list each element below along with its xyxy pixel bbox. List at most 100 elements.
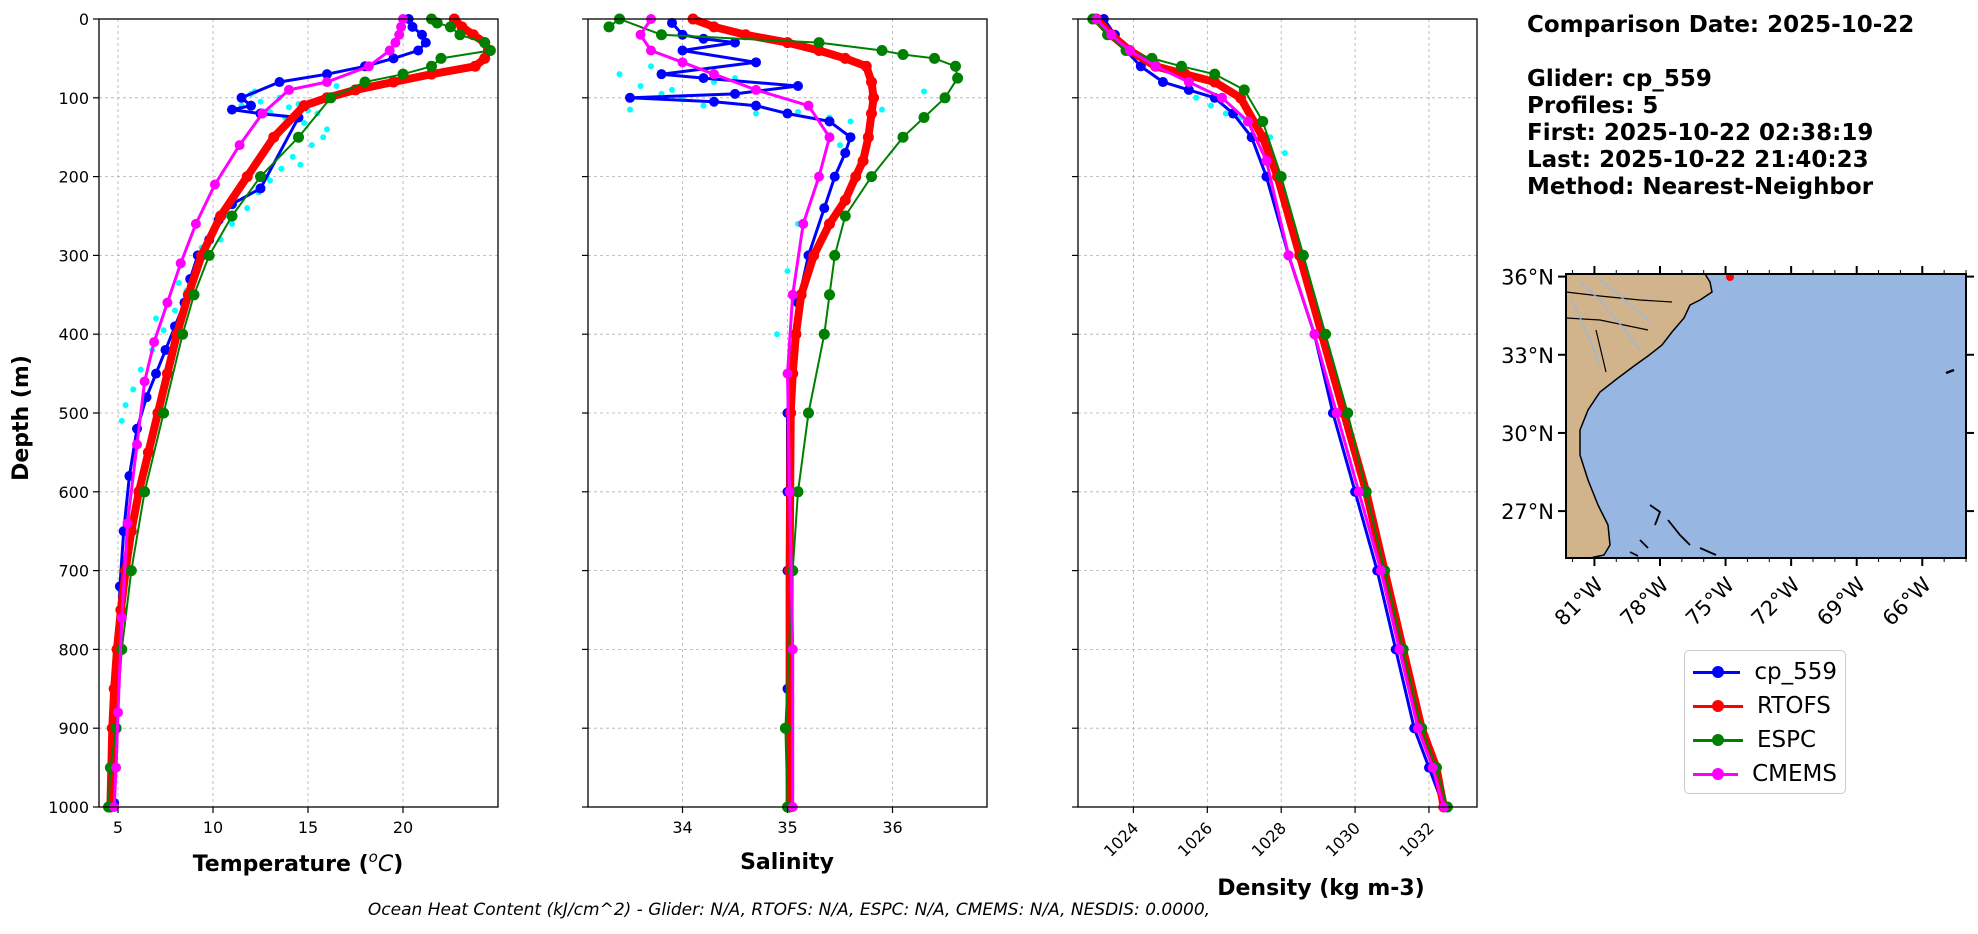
data-point-rtofs <box>108 683 120 695</box>
y-tick-label: 1000 <box>48 798 89 817</box>
data-point-cmems <box>149 337 160 348</box>
y-tick-label: 900 <box>58 719 89 738</box>
x-tick-label: 15 <box>298 818 318 837</box>
map-lon-label: 78°W <box>1616 572 1674 630</box>
y-tick-label: 600 <box>58 483 89 502</box>
scatter-point-glider-raw <box>616 71 623 78</box>
legend-label: CMEMS <box>1752 761 1837 787</box>
data-point-cp_559 <box>151 368 161 379</box>
map-lon-label: 75°W <box>1681 572 1739 630</box>
data-point-rtofs <box>142 446 154 458</box>
data-point-cmems <box>814 171 824 182</box>
comparison-info-panel: Comparison Date: 2025-10-22 Glider: cp_5… <box>1527 12 1914 201</box>
data-point-cmems <box>1124 45 1135 56</box>
x-tick-label: 1028 <box>1248 818 1290 860</box>
data-point-cmems <box>116 612 127 623</box>
x-tick-label: 1026 <box>1174 818 1216 860</box>
data-point-cmems <box>175 258 186 269</box>
map-lat-label: 30°N <box>1501 422 1554 446</box>
data-point-cmems <box>787 644 798 655</box>
data-point-cp_559 <box>667 17 677 28</box>
scatter-point-glider-raw <box>267 177 273 184</box>
legend-label: RTOFS <box>1757 693 1831 719</box>
data-point-rtofs <box>860 60 872 72</box>
data-point-cmems <box>1261 155 1272 166</box>
data-point-rtofs <box>782 37 793 49</box>
data-point-rtofs <box>740 29 751 41</box>
data-point-cmems <box>1353 486 1364 497</box>
data-point-cp_559 <box>698 73 709 84</box>
legend-item-cmems: CMEMS <box>1693 757 1837 791</box>
data-point-cmems <box>132 439 142 450</box>
y-tick-label: 300 <box>58 246 89 265</box>
scatter-point-glider-raw <box>921 88 927 95</box>
data-point-cp_559 <box>782 108 793 119</box>
data-point-espc <box>431 17 443 29</box>
data-point-espc <box>445 21 456 33</box>
data-point-rtofs <box>857 155 869 167</box>
data-point-espc <box>818 328 830 340</box>
map-land-southeast-us <box>1565 273 1713 559</box>
scatter-point-glider-raw <box>627 106 633 113</box>
data-point-cp_559 <box>751 100 761 111</box>
data-point-espc <box>1257 115 1269 127</box>
data-point-cmems <box>635 29 646 40</box>
scatter-point-glider-raw <box>795 108 801 115</box>
legend-item-cp559: cp_559 <box>1693 655 1837 689</box>
data-point-rtofs <box>790 328 802 340</box>
data-point-cp_559 <box>751 57 761 68</box>
scatter-point-glider-raw <box>879 106 885 113</box>
data-point-cp_559 <box>1157 77 1168 88</box>
data-point-cmems <box>1375 565 1386 576</box>
data-point-espc <box>397 68 409 80</box>
data-point-cp_559 <box>1135 61 1146 72</box>
data-point-espc <box>897 48 909 60</box>
legend: cp_559 RTOFS ESPC CMEMS <box>1684 650 1846 794</box>
scatter-point-glider-raw <box>130 386 137 393</box>
map-bahamas <box>1629 504 1717 557</box>
data-point-espc <box>779 722 791 734</box>
map-frame <box>1565 273 1967 559</box>
data-point-cmems <box>787 289 798 300</box>
map-lon-label: 81°W <box>1550 572 1608 630</box>
scatter-point-glider-raw <box>137 366 144 373</box>
data-point-espc <box>1209 68 1221 80</box>
data-point-rtofs <box>862 131 874 143</box>
map-rivers <box>1571 279 1651 366</box>
depth-axis-label: Depth (m) <box>9 355 34 481</box>
data-point-espc <box>787 565 799 577</box>
data-point-cp_559 <box>1183 84 1194 95</box>
data-point-rtofs <box>795 289 807 301</box>
series-line-espc <box>608 18 959 808</box>
data-point-cmems <box>396 21 407 32</box>
data-point-espc <box>139 486 151 498</box>
data-point-cp_559 <box>388 53 399 64</box>
data-point-rtofs <box>839 52 851 64</box>
data-point-cp_559 <box>677 29 688 40</box>
data-point-espc <box>1297 249 1309 261</box>
scatter-point-glider-raw <box>837 142 843 149</box>
data-point-espc <box>876 45 888 57</box>
x-tick-label: 36 <box>882 818 902 837</box>
data-point-cp_559 <box>407 21 418 32</box>
data-point-rtofs <box>479 52 491 64</box>
glider-name: Glider: cp_559 <box>1527 66 1712 92</box>
salinity-panel: 34 35 36 <box>582 13 988 837</box>
data-point-rtofs <box>298 100 310 112</box>
first-time: First: 2025-10-22 02:38:19 <box>1527 120 1874 146</box>
map-bermuda <box>1945 368 1955 375</box>
data-point-cp_559 <box>840 147 851 158</box>
scatter-point-glider-raw <box>289 153 296 160</box>
data-point-cmems <box>111 762 122 773</box>
data-point-espc <box>897 131 909 143</box>
x-tick-label: 20 <box>393 818 413 837</box>
data-point-cmems <box>122 518 133 529</box>
x-tick-label: 35 <box>777 818 797 837</box>
data-point-rtofs <box>241 171 253 183</box>
data-point-espc <box>1175 60 1187 72</box>
legend-swatch-icon <box>1693 764 1739 784</box>
data-point-espc <box>125 565 137 577</box>
data-point-espc <box>226 210 238 222</box>
x-tick-label: 10 <box>203 818 223 837</box>
